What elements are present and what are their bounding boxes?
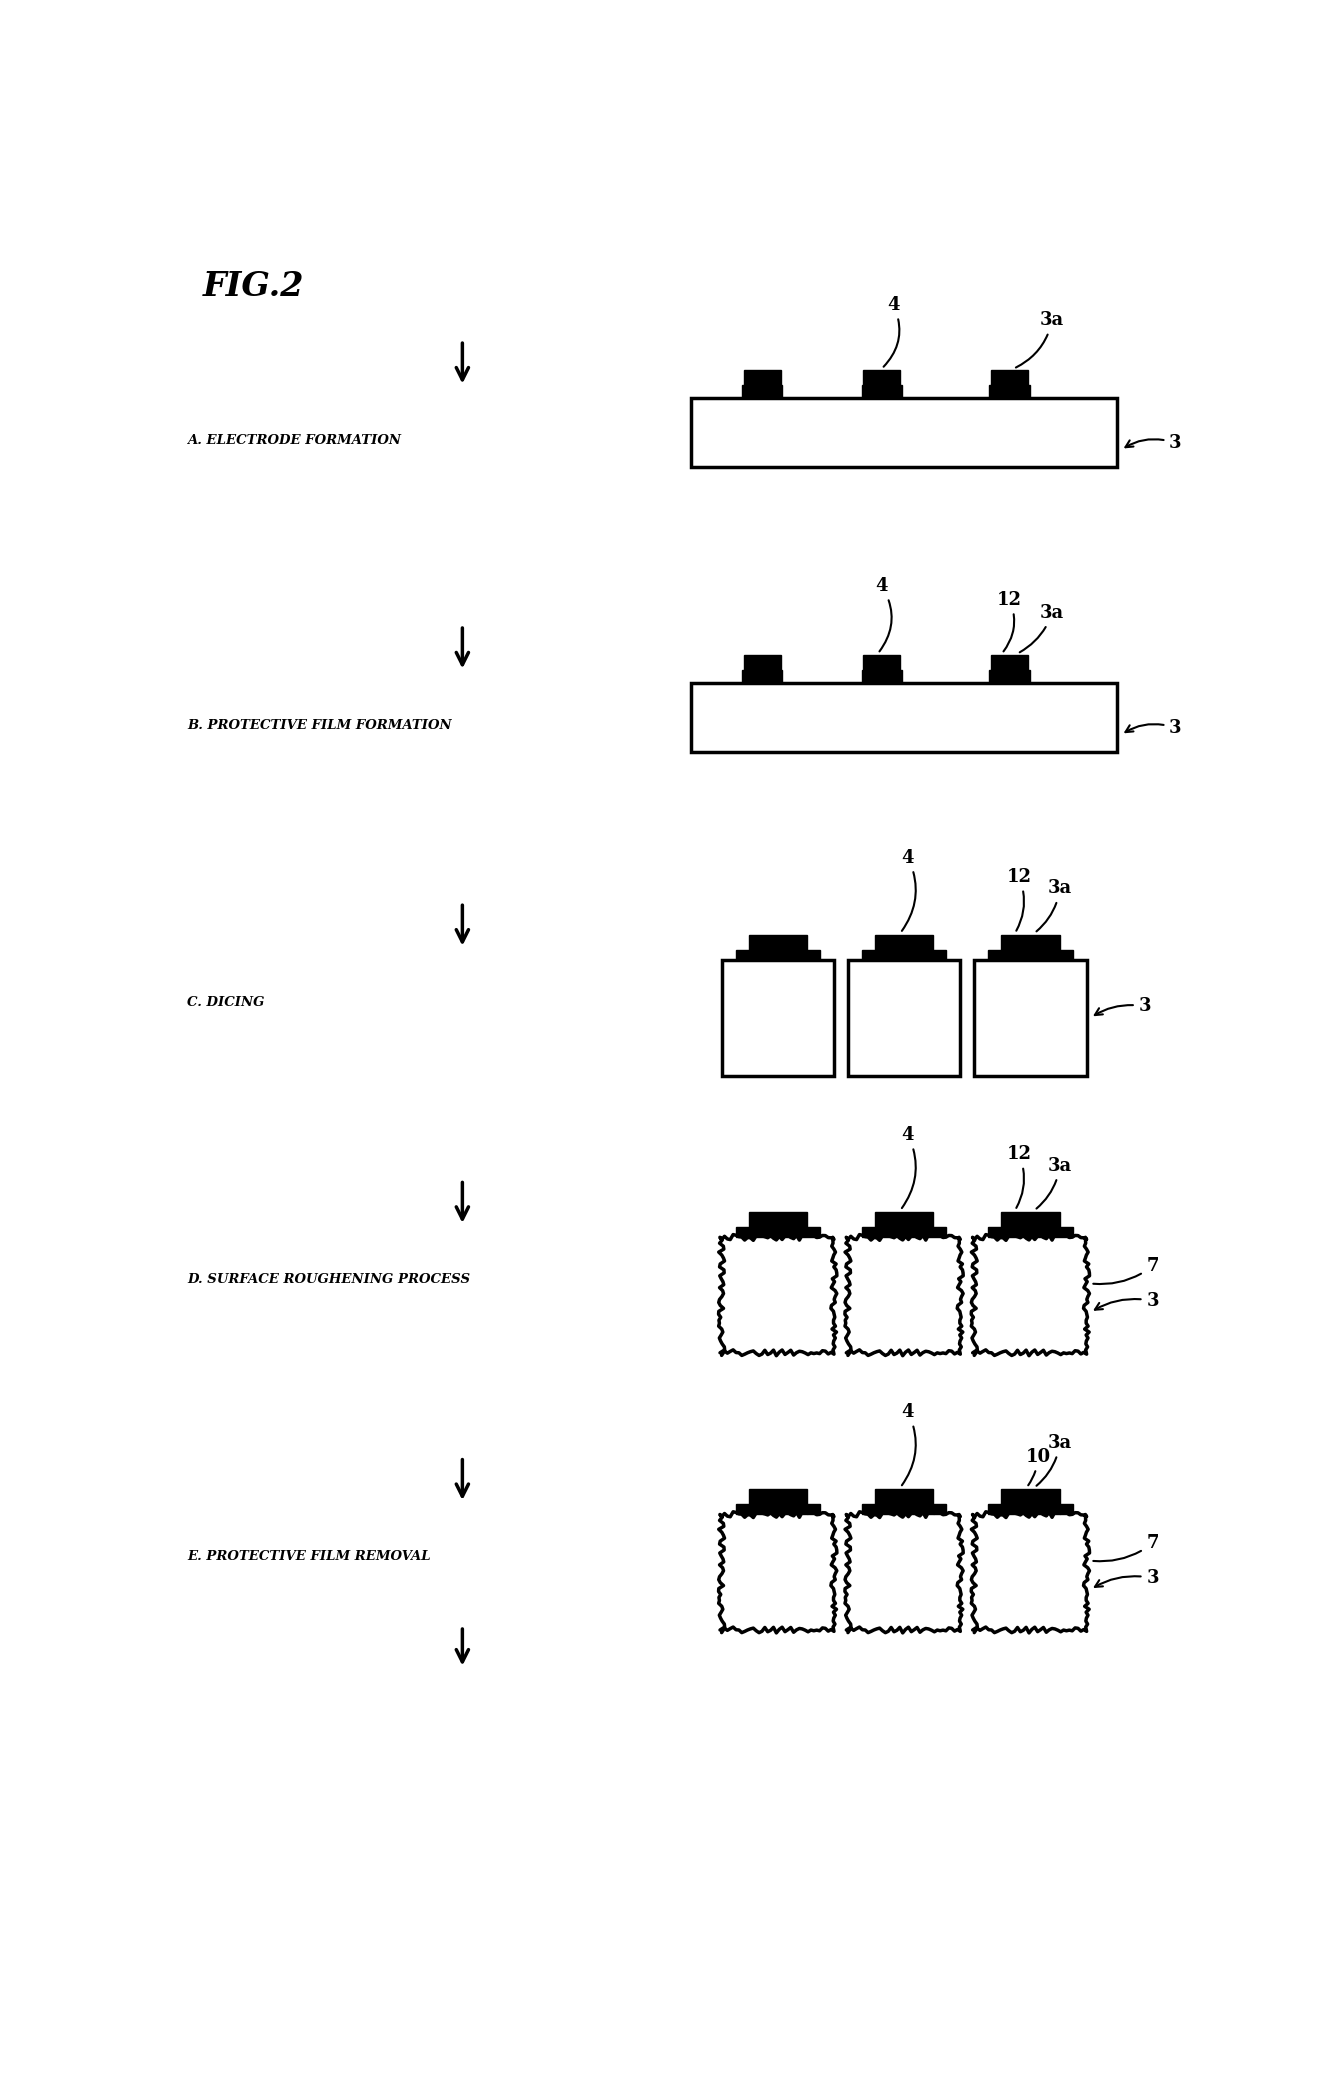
Text: 4: 4 (901, 849, 916, 930)
Bar (988, 1506, 1073, 1514)
Bar (736, 1227, 821, 1238)
Bar (874, 935, 933, 949)
Bar (748, 1213, 807, 1227)
Text: E. PROTECTIVE FILM REMOVAL: E. PROTECTIVE FILM REMOVAL (187, 1549, 431, 1564)
Polygon shape (719, 1234, 837, 1355)
Bar (743, 385, 783, 397)
Text: 7: 7 (1093, 1535, 1159, 1562)
Bar (1002, 1489, 1060, 1506)
Polygon shape (971, 1512, 1089, 1633)
Bar (864, 654, 900, 669)
Bar (990, 669, 1030, 684)
Bar (736, 949, 821, 960)
Bar (991, 370, 1029, 385)
Text: 3: 3 (1095, 1568, 1159, 1587)
Bar (748, 1489, 807, 1506)
Bar (861, 669, 901, 684)
Text: 4: 4 (901, 1403, 916, 1485)
Bar (861, 385, 901, 397)
Bar (864, 370, 900, 385)
Text: 12: 12 (997, 592, 1022, 652)
Text: A. ELECTRODE FORMATION: A. ELECTRODE FORMATION (187, 433, 402, 447)
Bar (744, 654, 780, 669)
Text: 4: 4 (884, 295, 900, 366)
Text: 3a: 3a (1037, 880, 1072, 930)
Text: 3a: 3a (1037, 1434, 1072, 1487)
Bar (736, 1506, 821, 1514)
Text: 4: 4 (876, 577, 892, 652)
Bar (743, 669, 783, 684)
Bar (1002, 1213, 1060, 1227)
Text: D. SURFACE ROUGHENING PROCESS: D. SURFACE ROUGHENING PROCESS (187, 1273, 470, 1286)
Text: B. PROTECTIVE FILM FORMATION: B. PROTECTIVE FILM FORMATION (187, 719, 451, 732)
Text: C. DICING: C. DICING (187, 995, 265, 1010)
Bar (721, 960, 834, 1075)
Text: 7: 7 (1093, 1257, 1159, 1284)
Text: 3: 3 (1125, 435, 1182, 452)
Bar (990, 385, 1030, 397)
Bar (744, 370, 780, 385)
Polygon shape (971, 1234, 1089, 1355)
Polygon shape (719, 1512, 837, 1633)
Bar (692, 397, 1117, 466)
Text: 12: 12 (1006, 868, 1031, 930)
Text: 3: 3 (1095, 1292, 1159, 1309)
Text: 3: 3 (1125, 719, 1182, 736)
Bar (847, 960, 960, 1075)
Polygon shape (845, 1512, 963, 1633)
Text: 4: 4 (901, 1125, 916, 1209)
Bar (748, 935, 807, 949)
Bar (988, 949, 1073, 960)
Bar (991, 654, 1029, 669)
Bar (862, 949, 947, 960)
Text: 3a: 3a (1037, 1156, 1072, 1209)
Text: 10: 10 (1026, 1447, 1050, 1485)
Text: FIG.2: FIG.2 (203, 270, 305, 303)
Bar (862, 1227, 947, 1238)
Bar (1002, 935, 1060, 949)
Bar (862, 1506, 947, 1514)
Polygon shape (845, 1234, 963, 1355)
Bar (974, 960, 1086, 1075)
Text: 3a: 3a (1015, 312, 1064, 368)
Text: 3a: 3a (1019, 604, 1064, 652)
Bar (692, 684, 1117, 753)
Bar (874, 1489, 933, 1506)
Bar (988, 1227, 1073, 1238)
Bar (874, 1213, 933, 1227)
Text: 3: 3 (1095, 997, 1151, 1016)
Text: 12: 12 (1006, 1146, 1031, 1209)
